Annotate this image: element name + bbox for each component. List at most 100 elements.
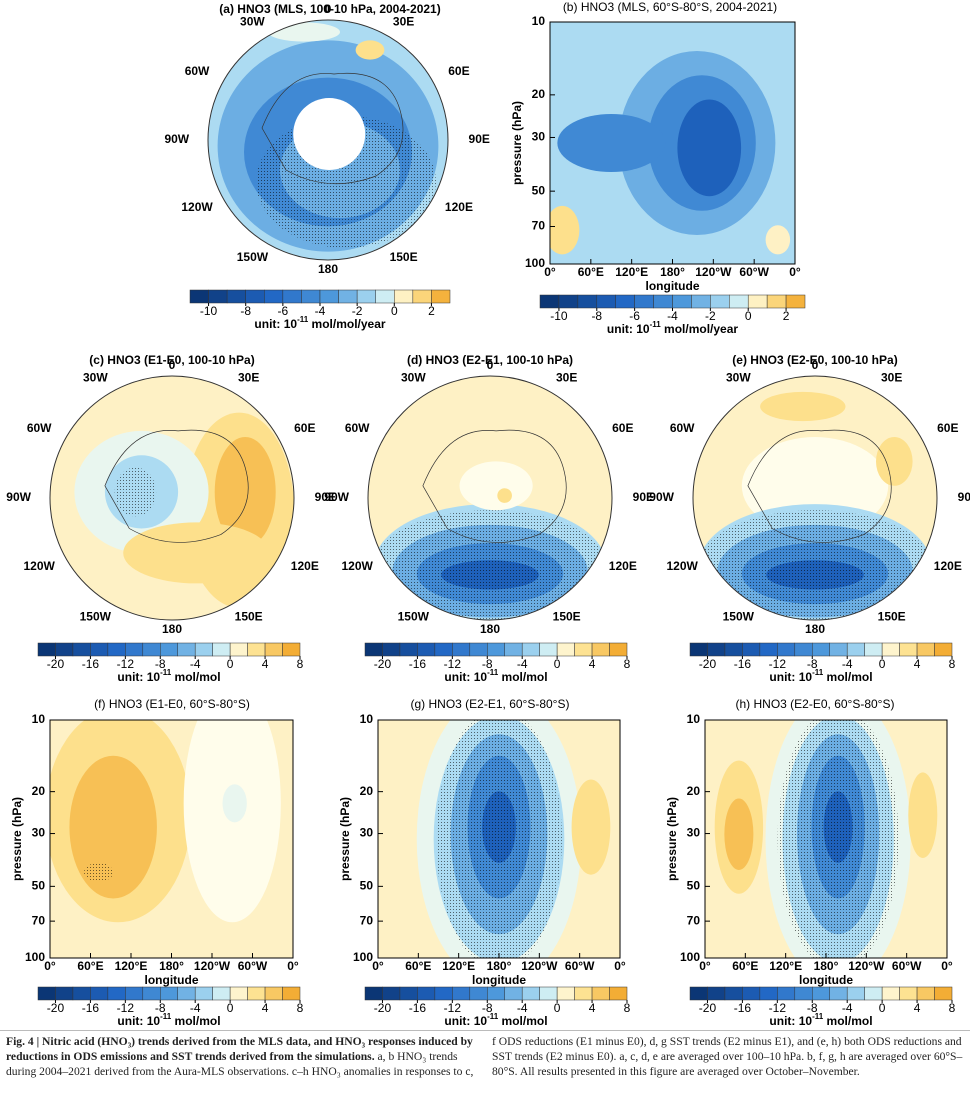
colorbar-tick-label: -8 <box>591 309 602 323</box>
colorbar-box <box>864 986 883 1001</box>
colorbar-tick-label: -8 <box>482 1001 493 1015</box>
x-tick-label: 180° <box>814 959 839 973</box>
colorbar-box <box>794 642 813 657</box>
panel-title: (h) HNO3 (E2-E0, 60°S-80°S) <box>736 697 895 711</box>
colorbar-box <box>364 642 383 657</box>
longitude-label: 30E <box>881 371 902 385</box>
x-axis-label: longitude <box>646 279 700 293</box>
colorbar-box <box>212 642 231 657</box>
caption: Fig. 4 | Nitric acid (HNO₃) trends deriv… <box>6 1034 964 1110</box>
colorbar-box <box>412 289 432 304</box>
longitude-label: 90E <box>958 490 970 504</box>
x-tick-label: 60°E <box>578 265 604 279</box>
x-tick-label: 60°E <box>405 959 431 973</box>
colorbar-box <box>245 289 265 304</box>
x-tick-label: 120°E <box>442 959 475 973</box>
colorbar-box <box>934 986 953 1001</box>
section-contour <box>550 205 580 255</box>
unit-text: unit: 10 <box>254 317 297 331</box>
colorbar-tick-label: -10 <box>200 304 218 318</box>
colorbar-box <box>142 642 161 657</box>
colorbar-tick-label: -4 <box>190 1001 201 1015</box>
colorbar-tick-label: -12 <box>117 1001 135 1015</box>
y-axis-label: pressure (hPa) <box>338 797 352 881</box>
colorbar-box <box>177 986 196 1001</box>
y-tick-label: 30 <box>687 826 701 840</box>
longitude-label: 180 <box>805 622 825 636</box>
y-tick-label: 70 <box>360 913 374 927</box>
colorbar-box <box>264 986 283 1001</box>
colorbar-tick-label: -6 <box>278 304 289 318</box>
colorbar-tick-label: 0 <box>554 657 561 671</box>
unit-tail: mol/mol <box>823 1014 872 1028</box>
longitude-label: 120E <box>445 200 473 214</box>
map-outline <box>207 19 449 261</box>
longitude-label: 30W <box>401 371 426 385</box>
y-tick-label: 100 <box>525 256 545 270</box>
colorbar-unit: unit: 10-11 mol/mol/year <box>607 320 738 336</box>
unit-text: unit: 10 <box>769 670 812 684</box>
section-field <box>50 720 293 958</box>
coastline <box>261 72 404 185</box>
colorbar-box <box>829 986 848 1001</box>
colorbar-box <box>785 294 806 309</box>
colorbar-box <box>653 294 673 309</box>
colorbar-tick-label: -8 <box>240 304 251 318</box>
x-tick-label: 120°E <box>615 265 648 279</box>
unit-tail: mol/mol <box>823 670 872 684</box>
colorbar-unit: unit: 10-11 mol/mol <box>769 668 872 684</box>
colorbar-box <box>899 986 918 1001</box>
x-tick-label: 180° <box>159 959 184 973</box>
longitude-label: 180 <box>480 622 500 636</box>
colorbar-box <box>107 986 126 1001</box>
colorbar-tick-label: 8 <box>297 1001 304 1015</box>
longitude-label: 60W <box>345 421 370 435</box>
colorbar-unit: unit: 10-11 mol/mol <box>117 668 220 684</box>
longitude-label: 60E <box>937 421 958 435</box>
colorbar-box <box>794 986 813 1001</box>
y-tick-label: 30 <box>532 130 546 144</box>
colorbar-box <box>364 986 383 1001</box>
colorbar-tick-label: 0 <box>879 657 886 671</box>
section-contour <box>380 779 410 875</box>
colorbar-tick-label: -12 <box>444 1001 462 1015</box>
longitude-label: 30W <box>240 14 265 28</box>
y-tick-label: 50 <box>687 879 701 893</box>
colorbar-box <box>452 642 471 657</box>
longitude-label: 120W <box>667 559 699 573</box>
panel-title: (f) HNO3 (E1-E0, 60°S-80°S) <box>94 697 250 711</box>
colorbar-tick-label: 0 <box>227 657 234 671</box>
colorbar-box <box>189 289 209 304</box>
section-field <box>378 720 620 958</box>
colorbar-box <box>539 294 560 309</box>
x-tick-label: 120°W <box>521 959 558 973</box>
colorbar-box <box>487 986 505 1001</box>
colorbar-box <box>777 642 796 657</box>
unit-tail: mol/mol <box>498 670 547 684</box>
colorbar-box <box>382 986 401 1001</box>
y-tick-label: 10 <box>32 712 46 726</box>
x-tick-label: 0° <box>544 265 556 279</box>
colorbar-box <box>759 986 778 1001</box>
y-tick-label: 70 <box>532 219 546 233</box>
colorbar-box <box>417 642 436 657</box>
y-tick-label: 10 <box>687 712 701 726</box>
unit-text: unit: 10 <box>444 1014 487 1028</box>
colorbar-tick-label: -8 <box>482 657 493 671</box>
colorbar-box <box>742 642 761 657</box>
colorbar-box <box>689 642 708 657</box>
colorbar-tick-label: 4 <box>589 1001 596 1015</box>
colorbar-box <box>504 986 523 1001</box>
x-axis-label: longitude <box>145 973 199 987</box>
colorbar-box <box>160 642 178 657</box>
unit-text: unit: 10 <box>117 670 160 684</box>
colorbar-box <box>55 642 74 657</box>
colorbar-tick-label: -12 <box>444 657 462 671</box>
colorbar-box <box>710 294 730 309</box>
y-tick-label: 100 <box>25 950 45 964</box>
caption-lead: Fig. 4 | Nitric acid (HNO₃) trends deriv… <box>6 1035 473 1063</box>
colorbar-box <box>864 642 883 657</box>
colorbar-tick-label: -4 <box>842 1001 853 1015</box>
map-contour <box>123 522 270 584</box>
map-field <box>368 376 612 620</box>
